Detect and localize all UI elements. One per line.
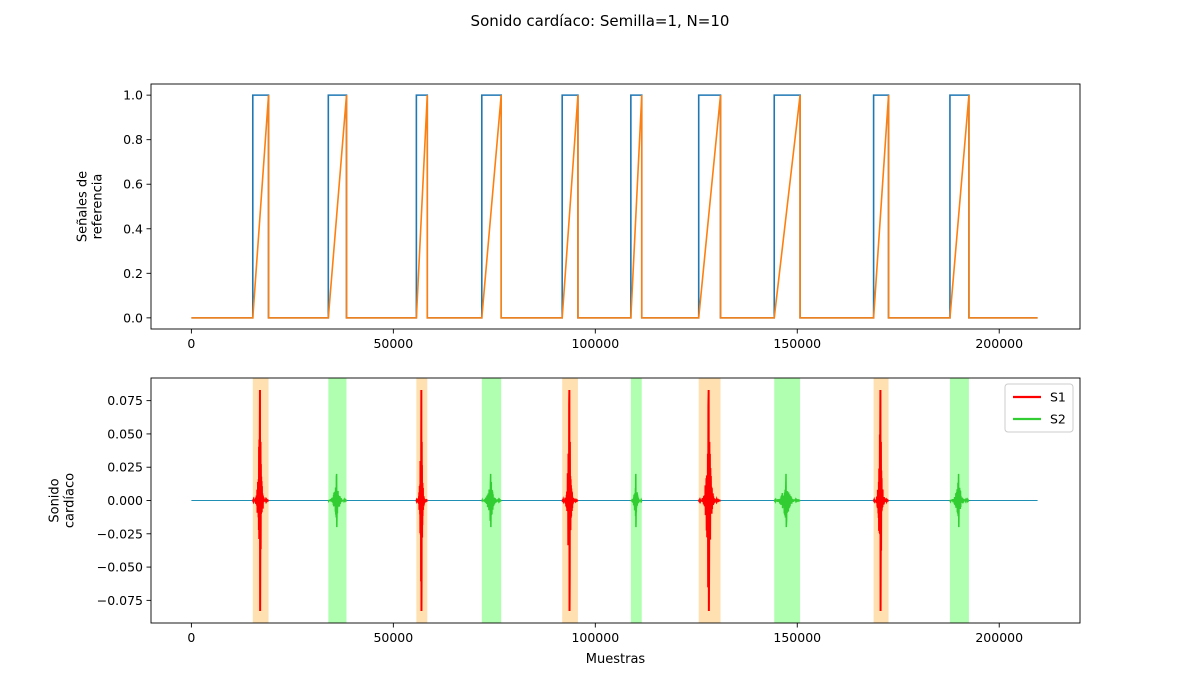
y-axis-label: Sonidocardíaco: [48, 473, 78, 528]
x-tick-label: 100000: [571, 630, 619, 645]
x-tick-label: 0: [187, 630, 195, 645]
y-tick-label: 0.075: [107, 393, 143, 408]
square-wave-line: [191, 94, 1038, 319]
y-tick-label: −0.075: [97, 593, 143, 608]
y-axis-label: Señales dereferencia: [76, 171, 106, 242]
s1-burst: [872, 389, 889, 612]
y-tick-label: 0.2: [123, 266, 143, 281]
x-tick-label: 50000: [373, 336, 413, 351]
s2-burst: [949, 473, 970, 528]
plot-area: [191, 378, 1038, 623]
x-tick-label: 100000: [571, 336, 619, 351]
y-tick-label: 0.025: [107, 460, 143, 475]
s1-burst: [561, 389, 579, 612]
y-tick-label: −0.025: [97, 526, 143, 541]
s2-burst: [773, 473, 801, 528]
x-tick-label: 200000: [975, 630, 1023, 645]
s2-burst: [481, 473, 502, 528]
x-tick-label: 50000: [373, 630, 413, 645]
figure-title: Sonido cardíaco: Semilla=1, N=10: [471, 12, 730, 30]
x-tick-label: 200000: [975, 336, 1023, 351]
ramp-line: [191, 95, 1038, 319]
s2-burst: [630, 473, 643, 528]
s1-burst: [415, 389, 428, 612]
y-tick-label: −0.050: [97, 560, 143, 575]
x-tick-label: 150000: [773, 336, 821, 351]
x-axis-label: Muestras: [586, 652, 646, 667]
y-tick-label: 0.4: [123, 221, 143, 236]
x-tick-label: 150000: [773, 630, 821, 645]
y-tick-label: 0.050: [107, 426, 143, 441]
legend-label-s2: S2: [1050, 412, 1066, 427]
y-tick-label: 0.0: [123, 310, 143, 325]
x-tick-label: 0: [187, 336, 195, 351]
legend-label-s1: S1: [1050, 390, 1066, 405]
plot-area: [191, 94, 1038, 319]
axes-frame: [150, 83, 1081, 330]
y-tick-label: 0.6: [123, 177, 143, 192]
y-tick-label: 1.0: [123, 88, 143, 103]
s1-burst: [251, 389, 269, 612]
s2-burst: [327, 473, 348, 528]
s1-burst: [697, 389, 721, 612]
y-tick-label: 0.000: [107, 493, 143, 508]
reference-signals-plot: 0 50000 100000 150000 200000 0.0 0.2 0.4 0.6 0.8 1…: [76, 83, 1081, 351]
y-tick-label: 0.8: [123, 132, 143, 147]
